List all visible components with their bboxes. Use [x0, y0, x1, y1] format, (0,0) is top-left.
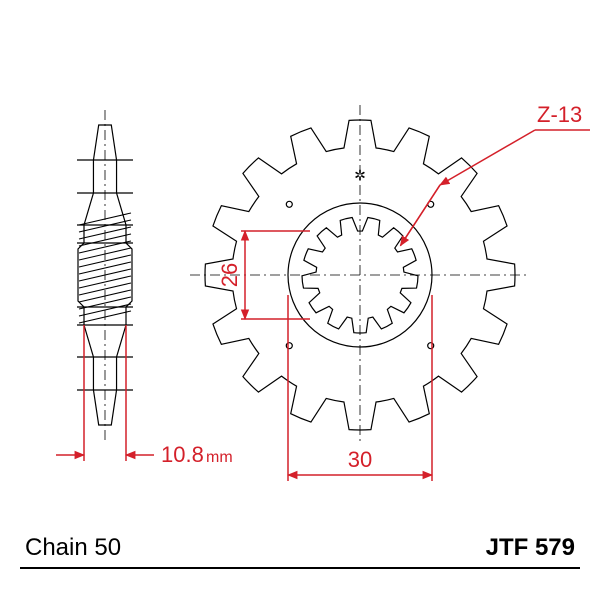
dim-spline-count: Z-13 — [537, 102, 582, 127]
part-number: JTF 579 — [486, 534, 575, 561]
dim-thickness: 10.8 — [161, 442, 204, 467]
dim-thickness-unit: mm — [206, 449, 233, 466]
technical-drawing: ✲ 10.8mm2630Z-13 Chain 50 JTF 579 — [0, 0, 600, 600]
chain-label: Chain 50 — [25, 534, 121, 561]
dimension-annotations: 10.8mm 26 30 Z-13 — [56, 102, 590, 481]
dim-bore: 26 — [217, 263, 242, 287]
dim-outer: 30 — [348, 447, 372, 472]
side-view — [77, 110, 133, 440]
